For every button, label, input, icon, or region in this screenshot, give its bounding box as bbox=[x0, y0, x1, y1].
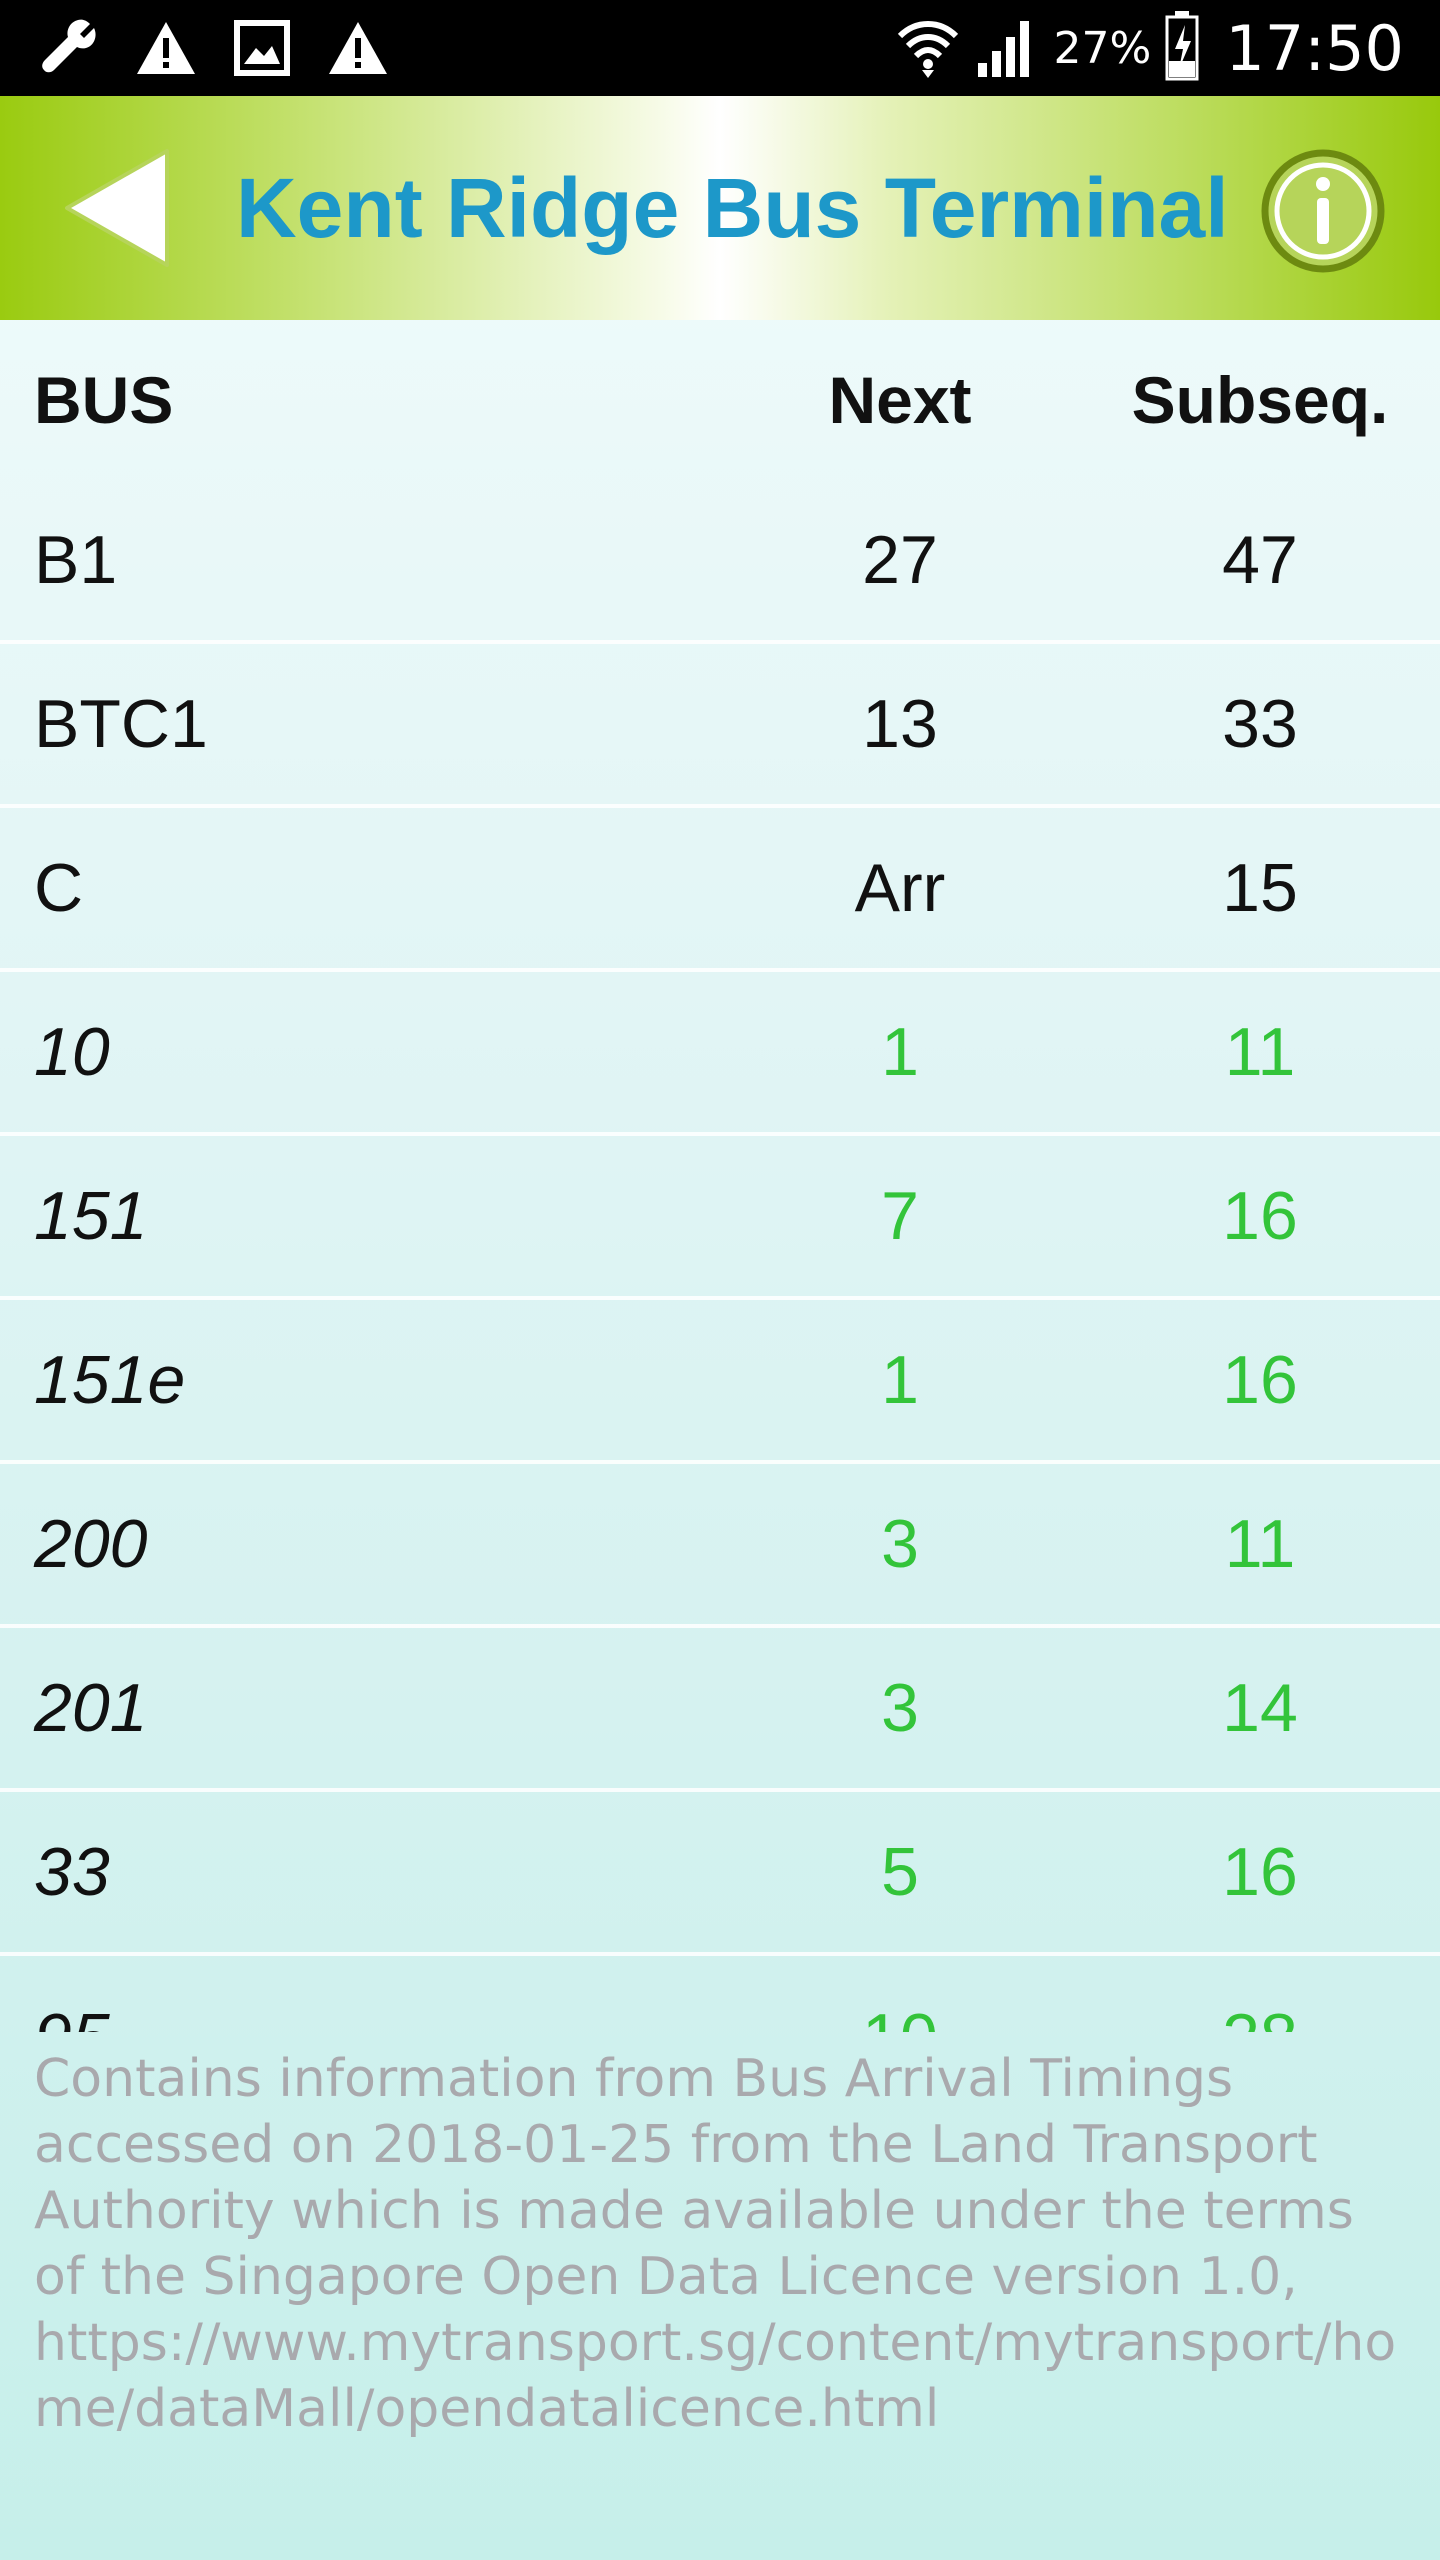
page-title: Kent Ridge Bus Terminal bbox=[236, 161, 1229, 255]
table-row[interactable]: 33 5 16 bbox=[0, 1792, 1440, 1956]
subsequent-arrival: 16 bbox=[1222, 1178, 1298, 1254]
subsequent-arrival: 15 bbox=[1222, 850, 1298, 926]
back-button[interactable] bbox=[52, 140, 182, 276]
bus-number: C bbox=[34, 850, 84, 926]
status-bar: 27% 17:50 bbox=[0, 0, 1440, 96]
bus-number: B1 bbox=[34, 522, 118, 598]
subsequent-arrival: 11 bbox=[1224, 1014, 1296, 1090]
next-arrival: 3 bbox=[881, 1670, 919, 1746]
licence-notice: Contains information from Bus Arrival Ti… bbox=[34, 2049, 1397, 2439]
column-header-bus: BUS bbox=[34, 363, 174, 437]
next-arrival: 5 bbox=[881, 1834, 919, 1910]
warning-icon bbox=[132, 14, 200, 82]
bus-number: BTC1 bbox=[34, 686, 208, 762]
image-icon bbox=[228, 14, 296, 82]
warning-icon bbox=[324, 14, 392, 82]
wifi-icon bbox=[896, 14, 960, 83]
info-button[interactable] bbox=[1258, 146, 1388, 276]
clock: 17:50 bbox=[1225, 11, 1404, 85]
subsequent-arrival: 16 bbox=[1222, 1834, 1298, 1910]
subsequent-arrival: 16 bbox=[1222, 1342, 1298, 1418]
info-icon bbox=[1261, 149, 1385, 273]
table-row[interactable]: 151e 1 16 bbox=[0, 1300, 1440, 1464]
subsequent-arrival: 33 bbox=[1222, 686, 1298, 762]
subsequent-arrival: 47 bbox=[1222, 522, 1298, 598]
table-row[interactable]: 10 1 11 bbox=[0, 972, 1440, 1136]
subsequent-arrival: 28 bbox=[1100, 1956, 1420, 2032]
subsequent-arrival: 14 bbox=[1222, 1670, 1298, 1746]
next-arrival: Arr bbox=[854, 850, 946, 926]
arrivals-table[interactable]: BUS Next Subseq. B1 27 47 BTC1 13 33 C A… bbox=[0, 320, 1440, 2032]
next-arrival: 3 bbox=[881, 1506, 919, 1582]
signal-icon bbox=[974, 13, 1040, 84]
column-header-next: Next bbox=[828, 363, 972, 437]
bus-number: 151e bbox=[34, 1342, 186, 1418]
status-bar-notifications bbox=[36, 14, 392, 82]
next-arrival: 1 bbox=[881, 1342, 919, 1418]
bus-number: 201 bbox=[34, 1670, 148, 1746]
table-row[interactable]: BTC1 13 33 bbox=[0, 644, 1440, 808]
title-bar: Kent Ridge Bus Terminal bbox=[0, 96, 1440, 320]
table-row[interactable]: 151 7 16 bbox=[0, 1136, 1440, 1300]
next-arrival: 27 bbox=[862, 522, 938, 598]
next-arrival: 1 bbox=[881, 1014, 919, 1090]
wrench-icon bbox=[36, 14, 104, 82]
subsequent-arrival: 11 bbox=[1224, 1506, 1296, 1582]
bus-number: 151 bbox=[34, 1178, 148, 1254]
next-arrival: 10 bbox=[760, 1956, 1040, 2032]
table-row[interactable]: C Arr 15 bbox=[0, 808, 1440, 972]
bus-number: 95 bbox=[34, 1956, 110, 2032]
battery-icon bbox=[1165, 10, 1199, 86]
status-bar-system: 27% 17:50 bbox=[896, 0, 1404, 96]
table-row[interactable]: 95 10 28 bbox=[0, 1956, 1440, 2032]
table-row[interactable]: 200 3 11 bbox=[0, 1464, 1440, 1628]
table-row[interactable]: B1 27 47 bbox=[0, 480, 1440, 644]
table-row[interactable]: 201 3 14 bbox=[0, 1628, 1440, 1792]
bus-number: 10 bbox=[34, 1014, 110, 1090]
battery-percent: 27% bbox=[1053, 22, 1152, 74]
next-arrival: 7 bbox=[881, 1178, 919, 1254]
table-header: BUS Next Subseq. bbox=[0, 320, 1440, 480]
next-arrival: 13 bbox=[862, 686, 938, 762]
column-header-subseq: Subseq. bbox=[1131, 363, 1389, 437]
bus-number: 33 bbox=[34, 1834, 110, 1910]
bus-number: 200 bbox=[34, 1506, 148, 1582]
back-arrow-icon bbox=[65, 149, 169, 267]
